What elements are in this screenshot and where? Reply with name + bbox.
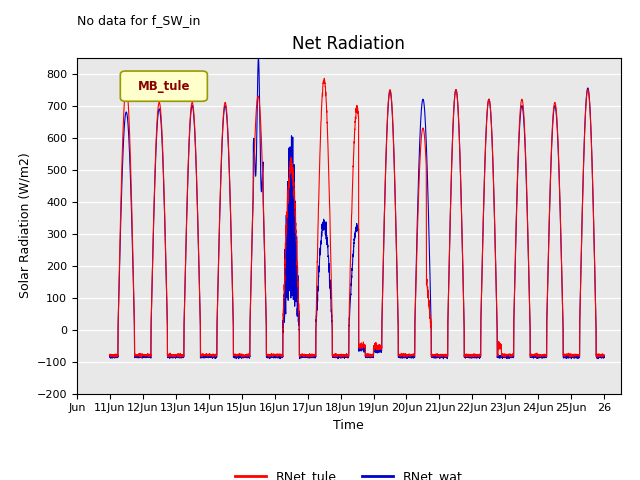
Title: Net Radiation: Net Radiation [292,35,405,53]
FancyBboxPatch shape [120,71,207,101]
Text: MB_tule: MB_tule [138,80,190,93]
X-axis label: Time: Time [333,419,364,432]
Y-axis label: Solar Radiation (W/m2): Solar Radiation (W/m2) [18,153,31,299]
Legend: RNet_tule, RNet_wat: RNet_tule, RNet_wat [230,465,468,480]
Text: No data for f_SW_in: No data for f_SW_in [77,14,200,27]
